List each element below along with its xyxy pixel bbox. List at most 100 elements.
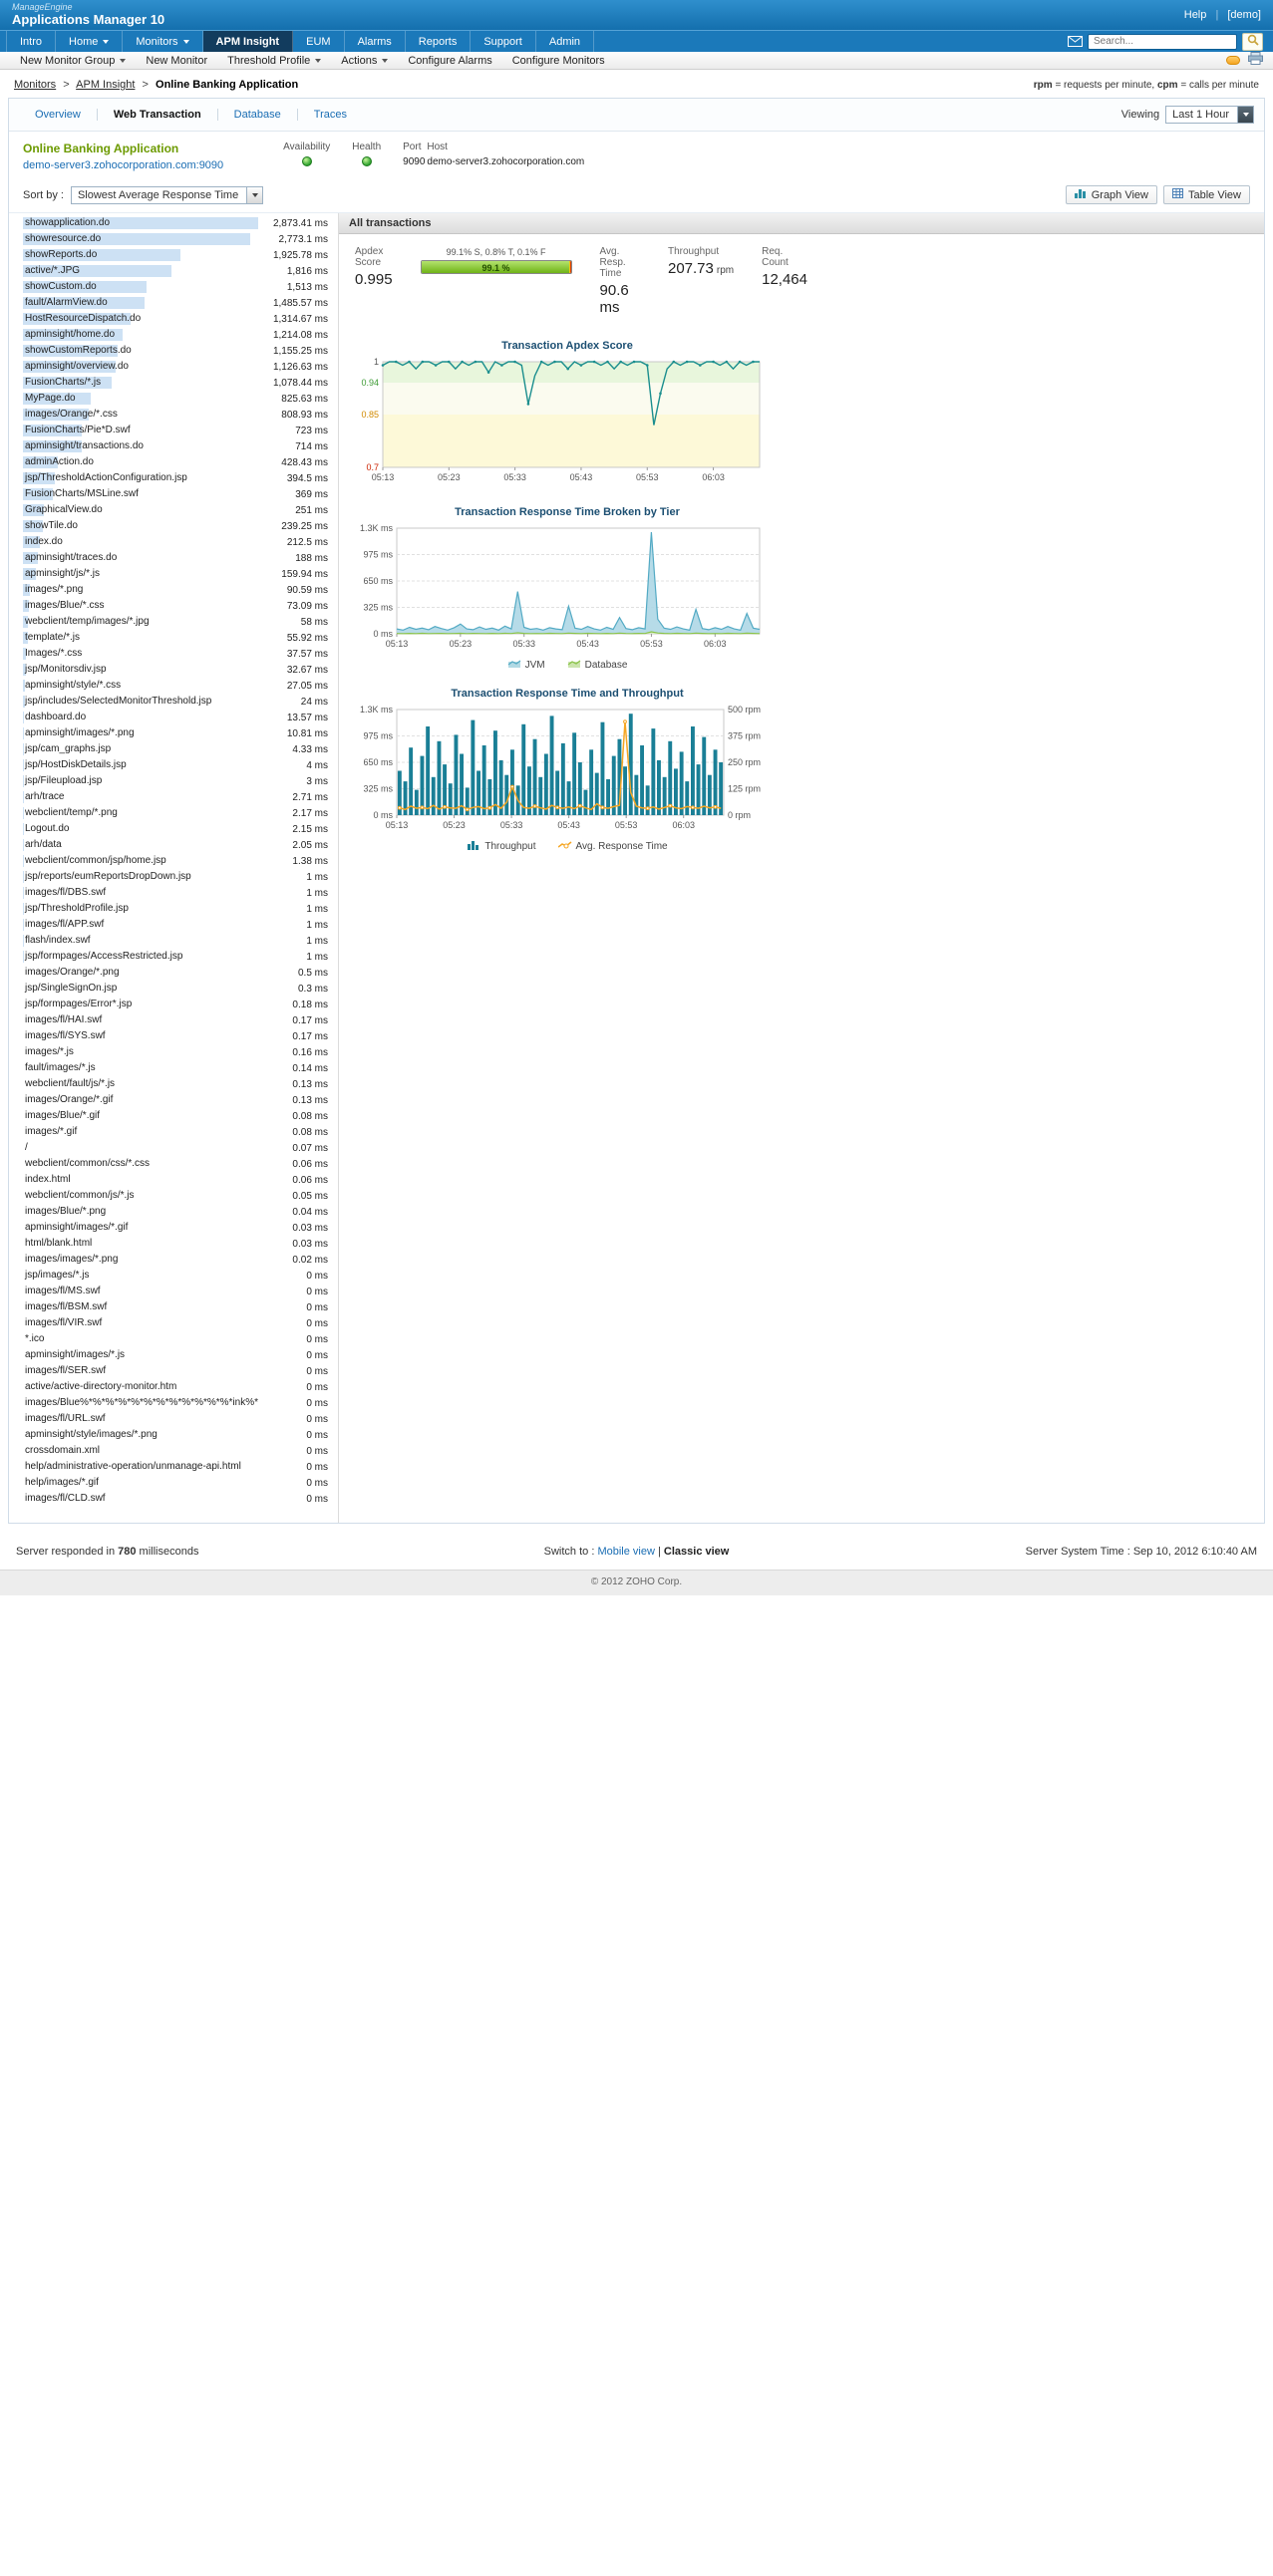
transaction-row[interactable]: FusionCharts/*.js 1,078.44 ms <box>23 375 332 391</box>
transaction-row[interactable]: images/fl/VIR.swf 0 ms <box>23 1315 332 1331</box>
transaction-row[interactable]: dashboard.do 13.57 ms <box>23 710 332 725</box>
transaction-row[interactable]: template/*.js 55.92 ms <box>23 630 332 646</box>
transaction-row[interactable]: webclient/temp/*.png 2.17 ms <box>23 805 332 821</box>
mail-icon[interactable] <box>1068 36 1083 47</box>
brand-logo[interactable]: ManageEngine Applications Manager 10 <box>12 2 164 26</box>
user-link[interactable]: [demo] <box>1227 9 1261 21</box>
transaction-row[interactable]: webclient/common/css/*.css 0.06 ms <box>23 1156 332 1172</box>
tab-database[interactable]: Database <box>218 109 298 121</box>
transaction-row[interactable]: fault/images/*.js 0.14 ms <box>23 1060 332 1076</box>
sort-select[interactable]: Slowest Average Response Time <box>70 185 264 204</box>
transaction-row[interactable]: webclient/fault/js/*.js 0.13 ms <box>23 1076 332 1092</box>
transaction-row[interactable]: showapplication.do 2,873.41 ms <box>23 215 332 231</box>
transaction-row[interactable]: images/fl/SYS.swf 0.17 ms <box>23 1028 332 1044</box>
transaction-row[interactable]: images/Blue/*.gif 0.08 ms <box>23 1108 332 1124</box>
transaction-row[interactable]: apminsight/style/images/*.png 0 ms <box>23 1427 332 1443</box>
transaction-row[interactable]: crossdomain.xml 0 ms <box>23 1443 332 1459</box>
transaction-row[interactable]: jsp/ThresholdProfile.jsp 1 ms <box>23 901 332 917</box>
transaction-row[interactable]: images/Blue/*.png 0.04 ms <box>23 1204 332 1220</box>
transaction-row[interactable]: images/Orange/*.css 808.93 ms <box>23 407 332 423</box>
transaction-row[interactable]: fault/AlarmView.do 1,485.57 ms <box>23 295 332 311</box>
breadcrumb-apm-insight[interactable]: APM Insight <box>76 79 136 91</box>
transaction-row[interactable]: GraphicalView.do 251 ms <box>23 502 332 518</box>
transaction-row[interactable]: index.html 0.06 ms <box>23 1172 332 1188</box>
transaction-row[interactable]: jsp/ThresholdActionConfiguration.jsp 394.… <box>23 470 332 486</box>
help-link[interactable]: Help <box>1183 9 1207 21</box>
transaction-row[interactable]: help/images/*.gif 0 ms <box>23 1475 332 1491</box>
transaction-row[interactable]: jsp/Monitorsdiv.jsp 32.67 ms <box>23 662 332 678</box>
transaction-row[interactable]: showCustom.do 1,513 ms <box>23 279 332 295</box>
toolbar-item-new-monitor-group[interactable]: New Monitor Group <box>10 55 136 67</box>
transaction-row[interactable]: images/images/*.png 0.02 ms <box>23 1252 332 1268</box>
transaction-row[interactable]: active/active-directory-monitor.htm 0 ms <box>23 1379 332 1395</box>
transaction-row[interactable]: jsp/formpages/Error*.jsp 0.18 ms <box>23 997 332 1012</box>
graph-view-button[interactable]: Graph View <box>1065 185 1157 204</box>
tab-traces[interactable]: Traces <box>313 109 347 121</box>
app-host-link[interactable]: demo-server3.zohocorporation.com:9090 <box>23 159 224 171</box>
transaction-row[interactable]: arh/data 2.05 ms <box>23 837 332 853</box>
transaction-row[interactable]: jsp/cam_graphs.jsp 4.33 ms <box>23 741 332 757</box>
transaction-row[interactable]: jsp/includes/SelectedMonitorThreshold.js… <box>23 694 332 710</box>
transaction-row[interactable]: FusionCharts/MSLine.swf 369 ms <box>23 486 332 502</box>
transaction-row[interactable]: images/fl/DBS.swf 1 ms <box>23 885 332 901</box>
tab-web-transaction[interactable]: Web Transaction <box>98 109 218 121</box>
transaction-row[interactable]: HostResourceDispatch.do 1,314.67 ms <box>23 311 332 327</box>
transaction-row[interactable]: apminsight/overview.do 1,126.63 ms <box>23 359 332 375</box>
transaction-row[interactable]: showCustomReports.do 1,155.25 ms <box>23 343 332 359</box>
transaction-row[interactable]: help/administrative-operation/unmanage-a… <box>23 1459 332 1475</box>
transaction-row[interactable]: images/fl/MS.swf 0 ms <box>23 1284 332 1299</box>
transaction-row[interactable]: jsp/HostDiskDetails.jsp 4 ms <box>23 757 332 773</box>
transaction-row[interactable]: jsp/formpages/AccessRestricted.jsp 1 ms <box>23 949 332 965</box>
search-button[interactable] <box>1242 32 1263 51</box>
alert-icon[interactable] <box>1226 56 1240 65</box>
transaction-row[interactable]: FusionCharts/Pie*D.swf 723 ms <box>23 423 332 438</box>
nav-item-admin[interactable]: Admin <box>536 31 595 52</box>
search-input[interactable] <box>1088 33 1237 50</box>
transaction-row[interactable]: apminsight/style/*.css 27.05 ms <box>23 678 332 694</box>
toolbar-item-configure-alarms[interactable]: Configure Alarms <box>398 55 501 67</box>
transaction-row[interactable]: images/*.gif 0.08 ms <box>23 1124 332 1140</box>
transaction-row[interactable]: webclient/common/jsp/home.jsp 1.38 ms <box>23 853 332 869</box>
transaction-row[interactable]: flash/index.swf 1 ms <box>23 933 332 949</box>
transaction-row[interactable]: apminsight/js/*.js 159.94 ms <box>23 566 332 582</box>
breadcrumb-monitors[interactable]: Monitors <box>14 79 57 91</box>
transaction-row[interactable]: images/fl/APP.swf 1 ms <box>23 917 332 933</box>
transaction-row[interactable]: Logout.do 2.15 ms <box>23 821 332 837</box>
transaction-row[interactable]: images/*.js 0.16 ms <box>23 1044 332 1060</box>
transaction-row[interactable]: images/Orange/*.png 0.5 ms <box>23 965 332 981</box>
transaction-row[interactable]: active/*.JPG 1,816 ms <box>23 263 332 279</box>
transaction-row[interactable]: images/*.png 90.59 ms <box>23 582 332 598</box>
mobile-view-link[interactable]: Mobile view <box>597 1546 655 1558</box>
transaction-row[interactable]: apminsight/images/*.gif 0.03 ms <box>23 1220 332 1236</box>
transaction-row[interactable]: jsp/reports/eumReportsDropDown.jsp 1 ms <box>23 869 332 885</box>
transaction-row[interactable]: apminsight/home.do 1,214.08 ms <box>23 327 332 343</box>
toolbar-item-configure-monitors[interactable]: Configure Monitors <box>502 55 615 67</box>
transaction-row[interactable]: adminAction.do 428.43 ms <box>23 454 332 470</box>
nav-item-intro[interactable]: Intro <box>6 31 57 52</box>
transaction-row[interactable]: images/fl/CLD.swf 0 ms <box>23 1491 332 1507</box>
transaction-row[interactable]: apminsight/transactions.do 714 ms <box>23 438 332 454</box>
nav-item-monitors[interactable]: Monitors <box>123 31 203 52</box>
transaction-row[interactable]: images/Blue/*.css 73.09 ms <box>23 598 332 614</box>
viewing-select[interactable]: Last 1 Hour <box>1165 106 1254 124</box>
transaction-row[interactable]: images/fl/HAI.swf 0.17 ms <box>23 1012 332 1028</box>
nav-item-eum[interactable]: EUM <box>293 31 345 52</box>
transaction-row[interactable]: images/fl/SER.swf 0 ms <box>23 1363 332 1379</box>
transaction-row[interactable]: images/Blue%*%*%*%*%*%*%*%*%*%*%*%*ink%*… <box>23 1395 332 1411</box>
transaction-row[interactable]: images/fl/URL.swf 0 ms <box>23 1411 332 1427</box>
transaction-row[interactable]: apminsight/images/*.png 10.81 ms <box>23 725 332 741</box>
nav-item-alarms[interactable]: Alarms <box>345 31 406 52</box>
toolbar-item-new-monitor[interactable]: New Monitor <box>136 55 217 67</box>
nav-item-home[interactable]: Home <box>56 31 124 52</box>
transaction-row[interactable]: *.ico 0 ms <box>23 1331 332 1347</box>
transaction-row[interactable]: images/fl/BSM.swf 0 ms <box>23 1299 332 1315</box>
transaction-row[interactable]: apminsight/images/*.js 0 ms <box>23 1347 332 1363</box>
transaction-row[interactable]: showTile.do 239.25 ms <box>23 518 332 534</box>
transaction-row[interactable]: MyPage.do 825.63 ms <box>23 391 332 407</box>
transaction-row[interactable]: html/blank.html 0.03 ms <box>23 1236 332 1252</box>
transaction-row[interactable]: / 0.07 ms <box>23 1140 332 1156</box>
transaction-row[interactable]: jsp/Fileupload.jsp 3 ms <box>23 773 332 789</box>
tab-overview[interactable]: Overview <box>19 109 98 121</box>
table-view-button[interactable]: Table View <box>1163 185 1250 204</box>
transaction-row[interactable]: images/Orange/*.gif 0.13 ms <box>23 1092 332 1108</box>
